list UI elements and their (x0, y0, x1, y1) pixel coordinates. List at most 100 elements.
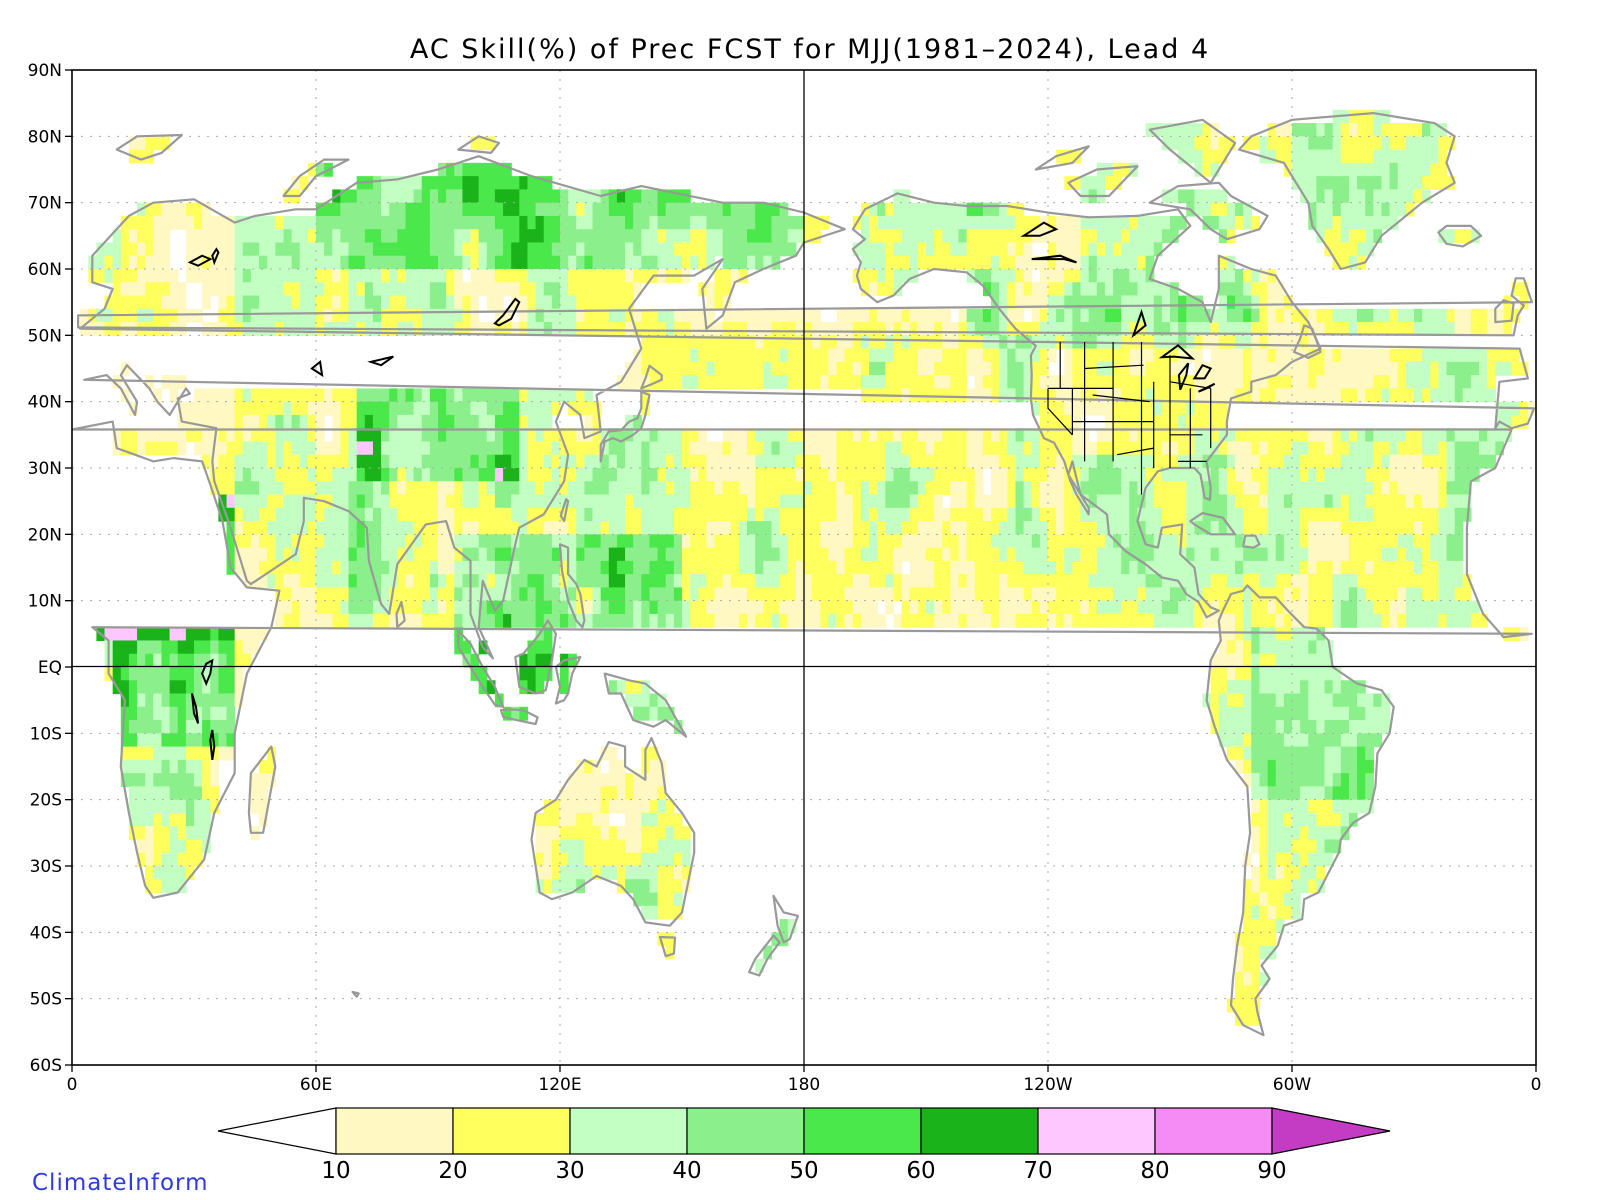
skill-cell (202, 720, 211, 734)
skill-cell (250, 468, 260, 482)
skill-cell (836, 534, 846, 549)
skill-cell (470, 653, 480, 668)
skill-cell (755, 322, 764, 336)
skill-cell (576, 534, 585, 549)
skill-cell (112, 282, 122, 297)
skill-cell (1348, 587, 1358, 602)
skill-cell (381, 242, 390, 257)
skill-cell (852, 507, 862, 522)
skill-cell (755, 547, 764, 562)
skill-cell (730, 428, 740, 443)
skill-cell (966, 348, 976, 363)
skill-cell (934, 560, 943, 575)
skill-cell (1292, 587, 1301, 602)
skill-cell (1357, 680, 1366, 695)
skill-cell (267, 441, 276, 456)
skill-cell (1048, 454, 1057, 469)
skill-cell (1332, 242, 1342, 257)
skill-cell (283, 481, 293, 496)
skill-cell (763, 242, 773, 257)
skill-cell (381, 202, 390, 217)
skill-cell (1389, 348, 1399, 363)
skill-cell (1283, 494, 1293, 509)
skill-cell (722, 335, 732, 350)
skill-cell (1316, 189, 1326, 204)
skill-cell (608, 308, 618, 323)
skill-cell (1064, 215, 1073, 230)
skill-cell (1332, 361, 1342, 376)
skill-cell (543, 653, 553, 668)
skill-cell (1235, 600, 1244, 615)
skill-cell (1210, 667, 1220, 681)
skill-cell (1210, 441, 1220, 456)
skill-cell (934, 215, 943, 230)
skill-cell (405, 494, 415, 509)
skill-cell (934, 454, 943, 469)
skill-cell (210, 282, 219, 297)
skill-cell (812, 521, 821, 535)
skill-cell (1373, 706, 1383, 721)
skill-cell (747, 587, 756, 602)
skill-cell (1056, 587, 1065, 602)
skill-cell (372, 428, 382, 443)
skill-cell (950, 255, 960, 270)
skill-cell (1316, 720, 1326, 734)
skill-cell (1007, 428, 1017, 443)
skill-cell (844, 600, 854, 615)
skill-cell (1129, 375, 1139, 389)
skill-cell (486, 176, 496, 190)
skill-cell (1064, 229, 1073, 244)
skill-cell (535, 468, 545, 482)
skill-cell (747, 507, 756, 522)
skill-cell (1243, 680, 1252, 695)
skill-cell (364, 468, 374, 482)
skill-cell (503, 388, 512, 403)
skill-cell (1121, 308, 1130, 323)
skill-cell (804, 494, 813, 509)
skill-cell (592, 613, 602, 628)
skill-cell (1137, 229, 1147, 244)
skill-cell (356, 401, 366, 416)
skill-cell (218, 640, 228, 655)
skill-cell (584, 587, 594, 602)
skill-cell (1178, 401, 1187, 416)
skill-cell (1446, 454, 1456, 469)
skill-cell (210, 653, 219, 668)
skill-cell (250, 255, 260, 270)
skill-cell (991, 229, 1000, 244)
skill-cell (1178, 481, 1187, 496)
skill-cell (1235, 481, 1244, 496)
skill-cell (1283, 481, 1293, 496)
skill-cell (1389, 613, 1399, 628)
skill-cell (1308, 308, 1317, 323)
skill-cell (950, 481, 960, 496)
skill-cell (779, 361, 789, 376)
skill-cell (1072, 613, 1082, 628)
skill-cell (1031, 255, 1041, 270)
skill-cell (1324, 481, 1334, 496)
skill-cell (307, 534, 317, 549)
skill-cell (828, 441, 838, 456)
skill-cell (1397, 149, 1407, 164)
skill-cell (999, 229, 1008, 244)
skill-cell (503, 414, 512, 429)
skill-cell (1316, 693, 1326, 708)
skill-cell (1365, 521, 1374, 535)
skill-cell (991, 494, 1000, 509)
skill-cell (494, 441, 504, 456)
skill-cell (1072, 600, 1082, 615)
skill-cell (511, 574, 520, 588)
skill-cell (982, 322, 992, 336)
skill-cell (283, 441, 293, 456)
skill-cell (332, 414, 341, 429)
skill-cell (974, 600, 984, 615)
skill-cell (503, 269, 512, 283)
skill-cell (690, 428, 699, 443)
skill-cell (893, 322, 903, 336)
skill-cell (966, 534, 976, 549)
skill-cell (820, 600, 829, 615)
skill-cell (519, 401, 529, 416)
skill-cell (1308, 640, 1317, 655)
skill-cell (706, 215, 716, 230)
skill-cell (877, 547, 886, 562)
